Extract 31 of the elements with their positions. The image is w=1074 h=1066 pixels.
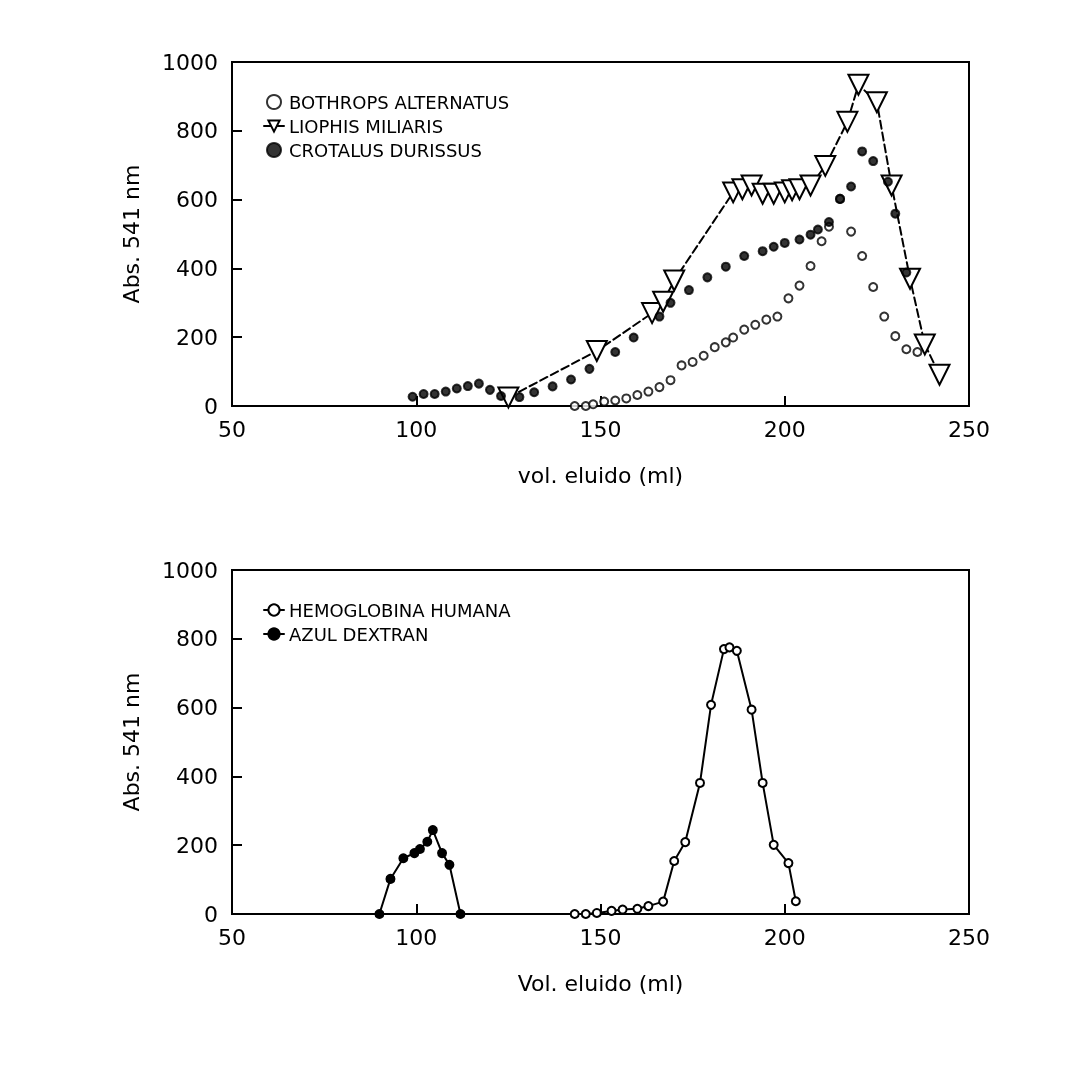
x-axis-title: Vol. eluido (ml)	[517, 970, 684, 996]
y-tick-label: 0	[204, 901, 218, 927]
x-tick-label: 200	[763, 924, 806, 950]
x-tick-label: 50	[218, 416, 246, 442]
x-tick-label: 250	[948, 924, 990, 950]
y-tick-label: 600	[176, 695, 218, 721]
x-tick-label: 250	[948, 416, 990, 442]
y-tick-label: 1000	[162, 557, 218, 583]
x-axis-title: vol. eluido (ml)	[517, 462, 684, 488]
y-tick-label: 400	[176, 763, 218, 789]
x-tick-label: 150	[579, 416, 622, 442]
legend-label: HEMOGLOBINA HUMANA	[289, 599, 512, 621]
y-tick-label: 200	[176, 324, 218, 350]
y-axis-title: Abs. 541 nm	[118, 672, 144, 812]
y-axis-title: Abs. 541 nm	[118, 164, 144, 304]
legend-label: AZUL DEXTRAN	[289, 623, 429, 645]
x-tick-label: 150	[579, 924, 622, 950]
y-tick-label: 400	[176, 255, 218, 281]
x-tick-label: 100	[395, 416, 438, 442]
legend-label: BOTHROPS ALTERNATUS	[289, 91, 510, 113]
x-tick-label: 50	[218, 924, 246, 950]
legend-label: LIOPHIS MILIARIS	[289, 115, 444, 137]
x-tick-label: 100	[395, 924, 438, 950]
y-tick-label: 1000	[162, 49, 218, 75]
y-tick-label: 600	[176, 187, 218, 213]
legend-label: CROTALUS DURISSUS	[289, 139, 482, 161]
y-tick-label: 200	[176, 832, 218, 858]
y-tick-label: 800	[176, 118, 218, 144]
x-tick-label: 200	[763, 416, 806, 442]
y-tick-label: 800	[176, 626, 218, 652]
y-tick-label: 0	[204, 393, 218, 419]
